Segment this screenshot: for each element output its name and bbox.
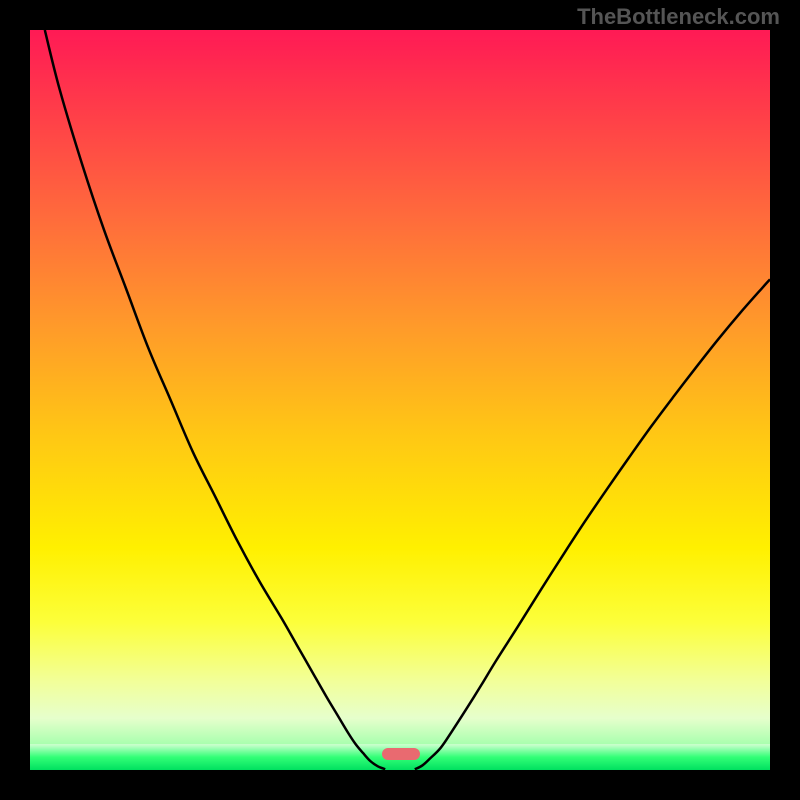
plot-area — [30, 30, 770, 770]
optimal-marker — [382, 748, 420, 760]
curve-left — [45, 30, 385, 769]
watermark-text: TheBottleneck.com — [577, 4, 780, 30]
curve-layer — [30, 30, 770, 770]
curve-right — [415, 279, 770, 769]
chart-container: { "watermark": { "text": "TheBottleneck.… — [0, 0, 800, 800]
